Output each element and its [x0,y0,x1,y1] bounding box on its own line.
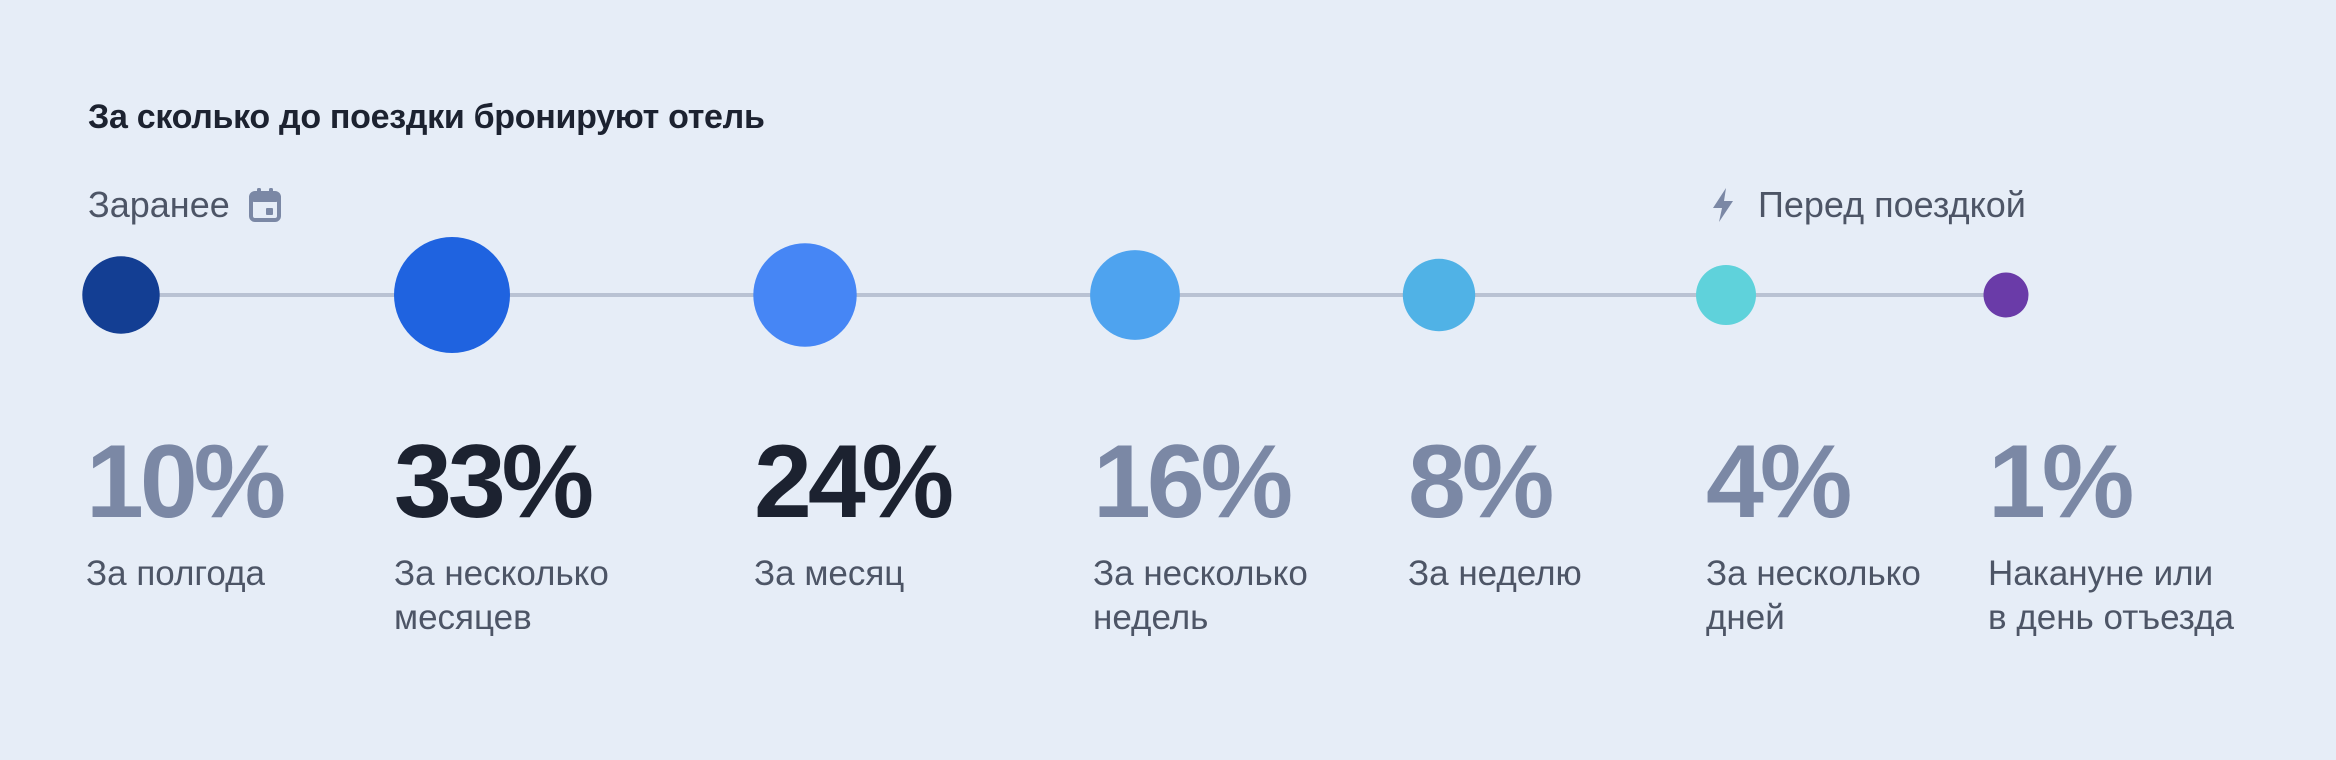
value-label-1: 33% [394,424,594,540]
category-label-1: За несколько месяцев [394,554,609,637]
bubble-3 [1090,250,1180,340]
bubble-4 [1402,258,1476,332]
start-label-text: Заранее [88,184,230,225]
value-label-4: 8% [1408,424,1554,540]
start-label: Заранее [88,184,282,226]
value-label-5: 4% [1706,424,1852,540]
category-label-4: За неделю [1408,554,1582,593]
value-label-3: 16% [1093,424,1293,540]
bubble-5 [1696,265,1756,325]
bubble-2 [753,243,857,347]
category-label-3: За несколько недель [1093,554,1308,637]
category-label-5: За несколько дней [1706,554,1921,637]
category-label-0: За полгода [86,554,265,593]
end-label-text: Перед поездкой [1758,184,2026,225]
calendar-icon [248,188,281,222]
value-label-6: 1% [1988,424,2134,540]
bubble-1 [394,237,510,353]
lightning-icon [1713,188,1733,222]
category-label-6: Накануне или в день отъезда [1988,554,2234,637]
bubble-6 [1983,272,2029,318]
bubble-0 [82,256,160,334]
chart-title: За сколько до поездки бронируют отель [88,98,765,136]
value-label-2: 24% [754,424,954,540]
category-label-2: За месяц [754,554,905,593]
value-label-0: 10% [86,424,286,540]
end-label: Перед поездкой [1706,184,2026,226]
